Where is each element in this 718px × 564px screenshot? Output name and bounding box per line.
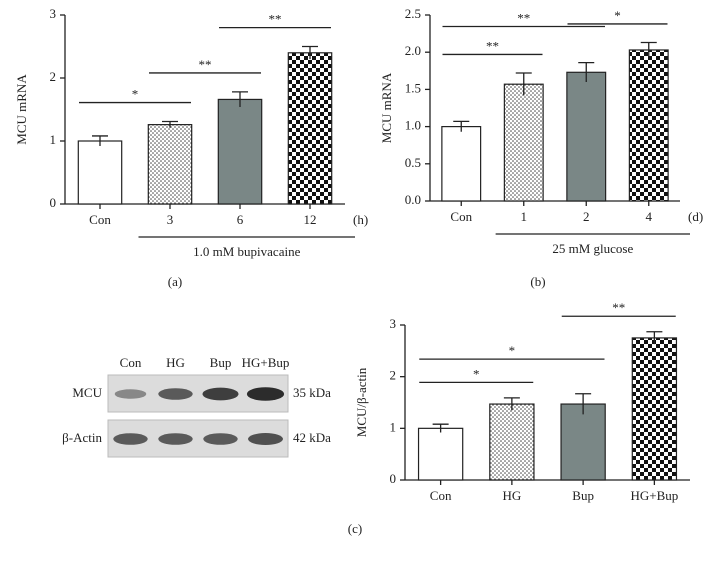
blot-band xyxy=(203,433,238,445)
bar xyxy=(417,427,464,481)
lane-label: HG xyxy=(166,355,185,370)
y-tick-label: 2.5 xyxy=(405,6,421,21)
bar xyxy=(217,98,263,205)
error-bar xyxy=(162,120,178,128)
x-tick-label: Con xyxy=(89,212,111,227)
y-axis-label: MCU mRNA xyxy=(379,72,394,143)
error-bar xyxy=(453,120,470,132)
y-tick-label: 3 xyxy=(390,316,397,331)
error-bar xyxy=(640,41,657,58)
x-tick-label: 4 xyxy=(646,209,653,224)
blot-band xyxy=(246,387,285,401)
y-tick-label: 0 xyxy=(50,195,57,210)
bar xyxy=(287,52,333,205)
y-tick-label: 2 xyxy=(390,368,397,383)
x-tick-label: 6 xyxy=(237,212,244,227)
significance-label: * xyxy=(614,8,621,23)
x-tick-label: HG+Bup xyxy=(630,488,678,503)
error-bar xyxy=(302,45,318,60)
lane-label: Bup xyxy=(210,355,232,370)
x-tick-label: HG xyxy=(502,488,521,503)
y-tick-label: 1 xyxy=(50,132,57,147)
significance-label: ** xyxy=(199,57,212,72)
bar xyxy=(489,403,535,481)
error-bar xyxy=(92,135,108,147)
y-tick-label: 2 xyxy=(50,69,57,84)
bar xyxy=(560,403,606,481)
significance-label: * xyxy=(509,343,516,358)
blot-band xyxy=(202,387,239,401)
y-tick-label: 0 xyxy=(390,471,397,486)
y-tick-label: 1.5 xyxy=(405,80,421,95)
blot-band xyxy=(113,433,148,445)
panel-label: (c) xyxy=(348,521,362,536)
x-tick-label: Con xyxy=(450,209,472,224)
y-tick-label: 0.0 xyxy=(405,192,421,207)
error-bar xyxy=(432,423,449,433)
error-bar xyxy=(232,91,248,107)
lane-label: HG+Bup xyxy=(242,355,290,370)
blot-band xyxy=(158,433,193,445)
significance-label: ** xyxy=(517,11,530,26)
panel-label: (b) xyxy=(530,274,545,289)
error-bar xyxy=(646,331,663,345)
row-label: β-Actin xyxy=(62,430,102,445)
x-unit: (h) xyxy=(353,212,368,227)
y-tick-label: 0.5 xyxy=(405,155,421,170)
blot-band xyxy=(114,389,147,399)
error-bar xyxy=(503,397,520,411)
blot-band xyxy=(158,388,193,400)
x-tick-label: 3 xyxy=(167,212,174,227)
error-bar xyxy=(578,61,595,82)
significance-label: ** xyxy=(269,12,282,27)
row-size: 42 kDa xyxy=(293,430,331,445)
error-bar xyxy=(515,72,532,96)
panel-label: (a) xyxy=(168,274,182,289)
y-axis-label: MCU/β-actin xyxy=(354,367,369,437)
x-tick-label: 1 xyxy=(521,209,528,224)
y-tick-label: 1 xyxy=(390,419,397,434)
x-tick-label: 2 xyxy=(583,209,590,224)
bar xyxy=(441,125,482,202)
y-tick-label: 1.0 xyxy=(405,118,421,133)
y-tick-label: 3 xyxy=(50,6,57,21)
lane-label: Con xyxy=(120,355,142,370)
group-label: 1.0 mM bupivacaine xyxy=(193,244,300,259)
row-size: 35 kDa xyxy=(293,385,331,400)
significance-label: * xyxy=(132,87,139,102)
significance-label: * xyxy=(473,366,480,381)
y-axis-label: MCU mRNA xyxy=(14,74,29,145)
x-tick-label: Bup xyxy=(572,488,594,503)
bar xyxy=(631,337,678,481)
x-tick-label: Con xyxy=(430,488,452,503)
significance-label: ** xyxy=(486,38,499,53)
x-unit: (d) xyxy=(688,209,703,224)
bar xyxy=(503,83,544,202)
bar xyxy=(628,49,669,202)
x-tick-label: 12 xyxy=(304,212,317,227)
blot-band xyxy=(248,433,283,445)
row-label: MCU xyxy=(72,385,102,400)
significance-label: ** xyxy=(612,300,625,315)
group-label: 25 mM glucose xyxy=(552,241,633,256)
bar xyxy=(147,124,193,205)
bar xyxy=(566,71,607,202)
y-tick-label: 2.0 xyxy=(405,43,421,58)
bar xyxy=(77,140,123,205)
error-bar xyxy=(575,393,592,415)
